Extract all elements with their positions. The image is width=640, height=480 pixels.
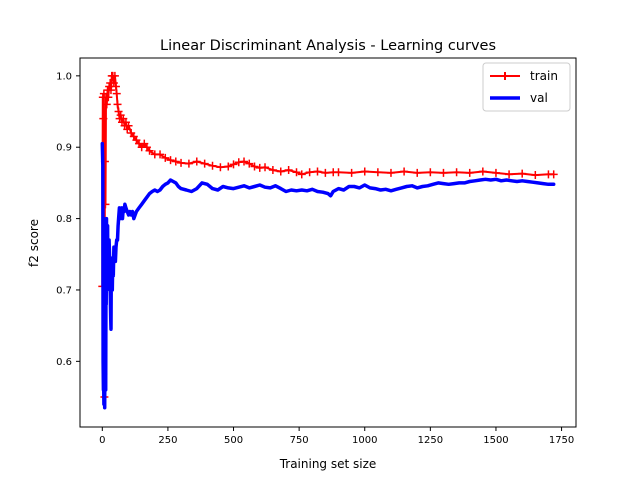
series-marker-train [111, 82, 120, 91]
y-tick-label: 0.6 [56, 357, 72, 368]
series-marker-train [113, 100, 122, 109]
series-marker-train [347, 168, 356, 177]
series-marker-train [276, 167, 285, 176]
series-marker-train [224, 162, 233, 171]
series-marker-train [549, 170, 558, 179]
series-marker-train [240, 157, 249, 166]
series-marker-train [465, 168, 474, 177]
series-marker-train [104, 93, 113, 102]
series-marker-train [491, 168, 500, 177]
series-val [100, 141, 556, 410]
y-axis-label: f2 score [27, 219, 41, 267]
legend-train-marker [501, 72, 509, 80]
series-marker-train [229, 160, 238, 169]
legend-val-label: val [530, 91, 548, 105]
series-marker-train [321, 168, 330, 177]
series-marker-train [400, 167, 409, 176]
series-marker-train [360, 167, 369, 176]
series-marker-train [106, 86, 115, 95]
series-marker-train [426, 168, 435, 177]
series-marker-train [505, 170, 514, 179]
series-line-val [100, 141, 556, 410]
x-tick-label: 1250 [418, 435, 443, 446]
series-marker-train [313, 167, 322, 176]
x-tick-label: 0 [99, 435, 105, 446]
x-tick-label: 750 [290, 435, 309, 446]
legend-train-label: train [530, 69, 558, 83]
series-marker-train [161, 153, 170, 162]
series-marker-train [208, 161, 217, 170]
series-marker-train [245, 159, 254, 168]
series-marker-train [145, 146, 154, 155]
series-marker-train [478, 167, 487, 176]
axes-frame [79, 57, 577, 428]
series-marker-train [518, 169, 527, 178]
y-tick-label: 1.0 [56, 71, 72, 82]
series-marker-train [250, 162, 259, 171]
series-marker-train [284, 166, 293, 175]
series-marker-train [292, 168, 301, 177]
series-marker-train [177, 158, 186, 167]
series-marker-train [171, 157, 180, 166]
plot-area [98, 71, 558, 410]
series-marker-train [112, 89, 121, 98]
series-marker-train [184, 159, 193, 168]
series-marker-train [386, 168, 395, 177]
series-marker-train [99, 114, 108, 123]
series-marker-train [261, 163, 270, 172]
legend: train val [482, 62, 571, 112]
x-tick-label: 1750 [549, 435, 574, 446]
series-marker-train [192, 157, 201, 166]
x-tick-label: 1500 [483, 435, 508, 446]
series-marker-train [268, 166, 277, 175]
series-marker-train [102, 100, 111, 109]
x-tick-label: 500 [224, 435, 243, 446]
series-marker-train [123, 125, 132, 134]
x-axis-label: Training set size [279, 457, 377, 471]
series-marker-train [413, 168, 422, 177]
series-marker-train [156, 150, 165, 159]
axes: 0 250 500 750 1000 1250 1500 1750 0.6 0.7 0.8 0.9 1.… [56, 57, 577, 446]
series-marker-train [216, 163, 225, 172]
series-marker-train [297, 170, 306, 179]
series-marker-train [124, 121, 133, 130]
series-marker-train [305, 168, 314, 177]
y-tick-label: 0.9 [56, 143, 72, 154]
y-tick-label: 0.7 [56, 285, 72, 296]
series-marker-train [334, 168, 343, 177]
series-marker-train [166, 156, 175, 165]
series-marker-train [105, 82, 114, 91]
series-marker-train [531, 171, 540, 180]
x-tick-label: 1000 [352, 435, 377, 446]
series-marker-train [452, 168, 461, 177]
series-marker-train [110, 71, 119, 80]
chart-title: Linear Discriminant Analysis - Learning … [160, 38, 496, 54]
series-marker-train [439, 168, 448, 177]
y-tick-label: 0.8 [56, 214, 72, 225]
series-marker-train [373, 168, 382, 177]
x-tick-label: 250 [158, 435, 177, 446]
series-marker-train [200, 159, 209, 168]
